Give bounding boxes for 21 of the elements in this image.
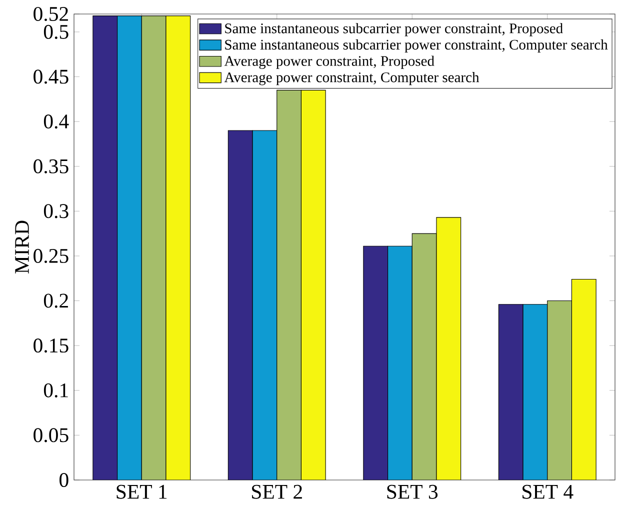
y-tick-label: 0.45 xyxy=(34,70,68,84)
x-tick-label: SET 3 xyxy=(387,484,438,499)
y-tick-label: 0 xyxy=(60,472,68,487)
y-tick-label: 0.3 xyxy=(44,204,68,218)
x-tick-label: SET 2 xyxy=(252,484,302,499)
y-tick-label: 0.15 xyxy=(34,338,68,353)
y-axis-title: MIRD xyxy=(15,220,29,274)
y-tick-label: 0.2 xyxy=(44,294,68,308)
legend-label: Average power constraint, Computer search xyxy=(224,72,480,86)
legend-label: Same instantaneous subcarrier power constraint, Proposed xyxy=(225,23,563,36)
x-tick-label: SET 1 xyxy=(116,484,167,499)
y-tick-label: 0.35 xyxy=(34,159,68,174)
y-tick-label: 0.25 xyxy=(34,248,68,264)
x-tick-label: SET 4 xyxy=(522,484,574,499)
y-tick-label: 0.4 xyxy=(44,114,69,129)
y-tick-label: 0.5 xyxy=(44,24,68,39)
y-tick-label: 0.52 xyxy=(34,6,68,22)
y-tick-label: 0.05 xyxy=(34,428,68,442)
legend-label: Same instantaneous subcarrier power constraint, Computer search xyxy=(225,39,608,53)
y-tick-label: 0.1 xyxy=(44,383,68,398)
legend-label: Average power constraint, Proposed xyxy=(224,56,434,69)
